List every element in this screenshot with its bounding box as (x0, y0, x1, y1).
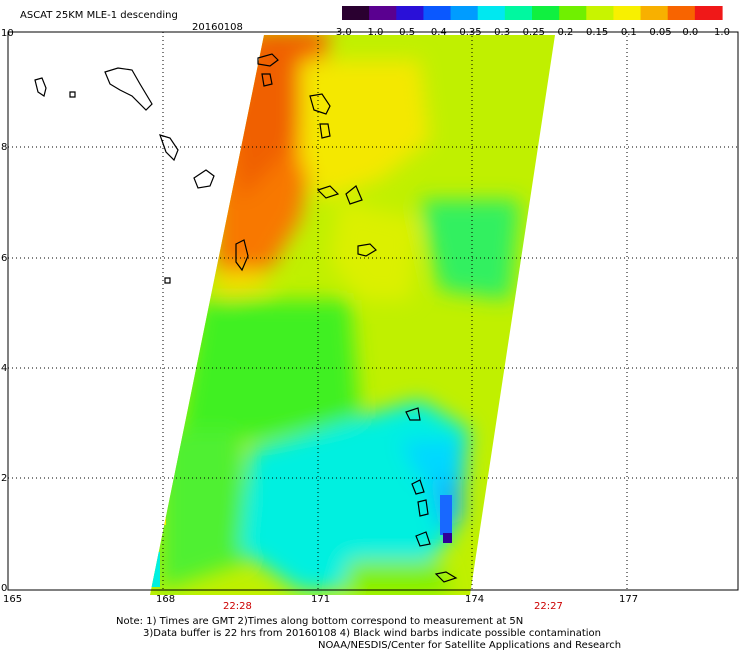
colorbar-swatch (586, 6, 615, 20)
colorbar-label: 1.0 (714, 27, 730, 38)
colorbar-label: -0.35 (456, 27, 482, 38)
lat-tick-label: 8 (1, 142, 7, 153)
lat-tick-label: 0 (1, 583, 7, 594)
lon-tick-label: 171 (311, 594, 330, 605)
colorbar-swatch (369, 6, 397, 20)
colorbar: -3.0 -1.0 -0.5 -0.4 -0.35 -0.3 -0.25 -0.2 -0.15-… (332, 6, 730, 38)
colorbar-swatch (396, 6, 425, 20)
colorbar-swatch (504, 6, 533, 20)
lat-tick-label: 10 (1, 28, 14, 39)
colorbar-label: -0.15 (582, 27, 608, 38)
note-line-2: 3)Data buffer is 22 hrs from 20160108 4)… (143, 628, 601, 639)
lat-tick-label: 6 (1, 253, 7, 264)
lat-axis: 0 2 4 6 8 10 (1, 28, 14, 594)
map-date: 20160108 (192, 22, 243, 33)
colorbar-swatch (640, 6, 669, 20)
colorbar-swatch (423, 6, 452, 20)
plot-frame (7, 31, 739, 591)
swath-data (150, 35, 555, 595)
colorbar-label: -0.3 (491, 27, 511, 38)
lat-tick-label: 4 (1, 363, 7, 374)
colorbar-label: -1.0 (364, 27, 384, 38)
colorbar-label: 0.0 (682, 27, 698, 38)
colorbar-swatch (342, 6, 370, 20)
lat-tick-label: 2 (1, 473, 7, 484)
lon-tick-label: 177 (619, 594, 638, 605)
lon-tick-label: 168 (156, 594, 175, 605)
colorbar-swatch (667, 6, 696, 20)
note-line-3: NOAA/NESDIS/Center for Satellite Applica… (318, 640, 621, 650)
lon-tick-label: 174 (465, 594, 484, 605)
colorbar-swatch (532, 6, 560, 20)
colorbar-swatch (613, 6, 642, 20)
coastlines (34, 53, 458, 583)
lon-tick-label: 165 (3, 594, 22, 605)
lon-axis: 165 168 171 174 177 (3, 594, 638, 605)
colorbar-label: -3.0 (332, 27, 352, 38)
colorbar-label: -0.25 (519, 27, 545, 38)
grid-lines (8, 32, 738, 590)
colorbar-swatch (450, 6, 479, 20)
time-label: 22:28 (223, 601, 252, 612)
colorbar-label: -0.5 (396, 27, 416, 38)
colorbar-swatch (559, 6, 587, 20)
colorbar-label: -0.05 (646, 27, 672, 38)
note-line-1: Note: 1) Times are GMT 2)Times along bot… (116, 616, 523, 627)
map-title: ASCAT 25KM MLE-1 descending (20, 10, 178, 21)
colorbar-swatch (477, 6, 506, 20)
colorbar-label: -0.4 (427, 27, 447, 38)
time-label: 22:27 (534, 601, 563, 612)
colorbar-label: -0.1 (617, 27, 637, 38)
colorbar-swatch (694, 6, 723, 20)
colorbar-label: -0.2 (554, 27, 574, 38)
